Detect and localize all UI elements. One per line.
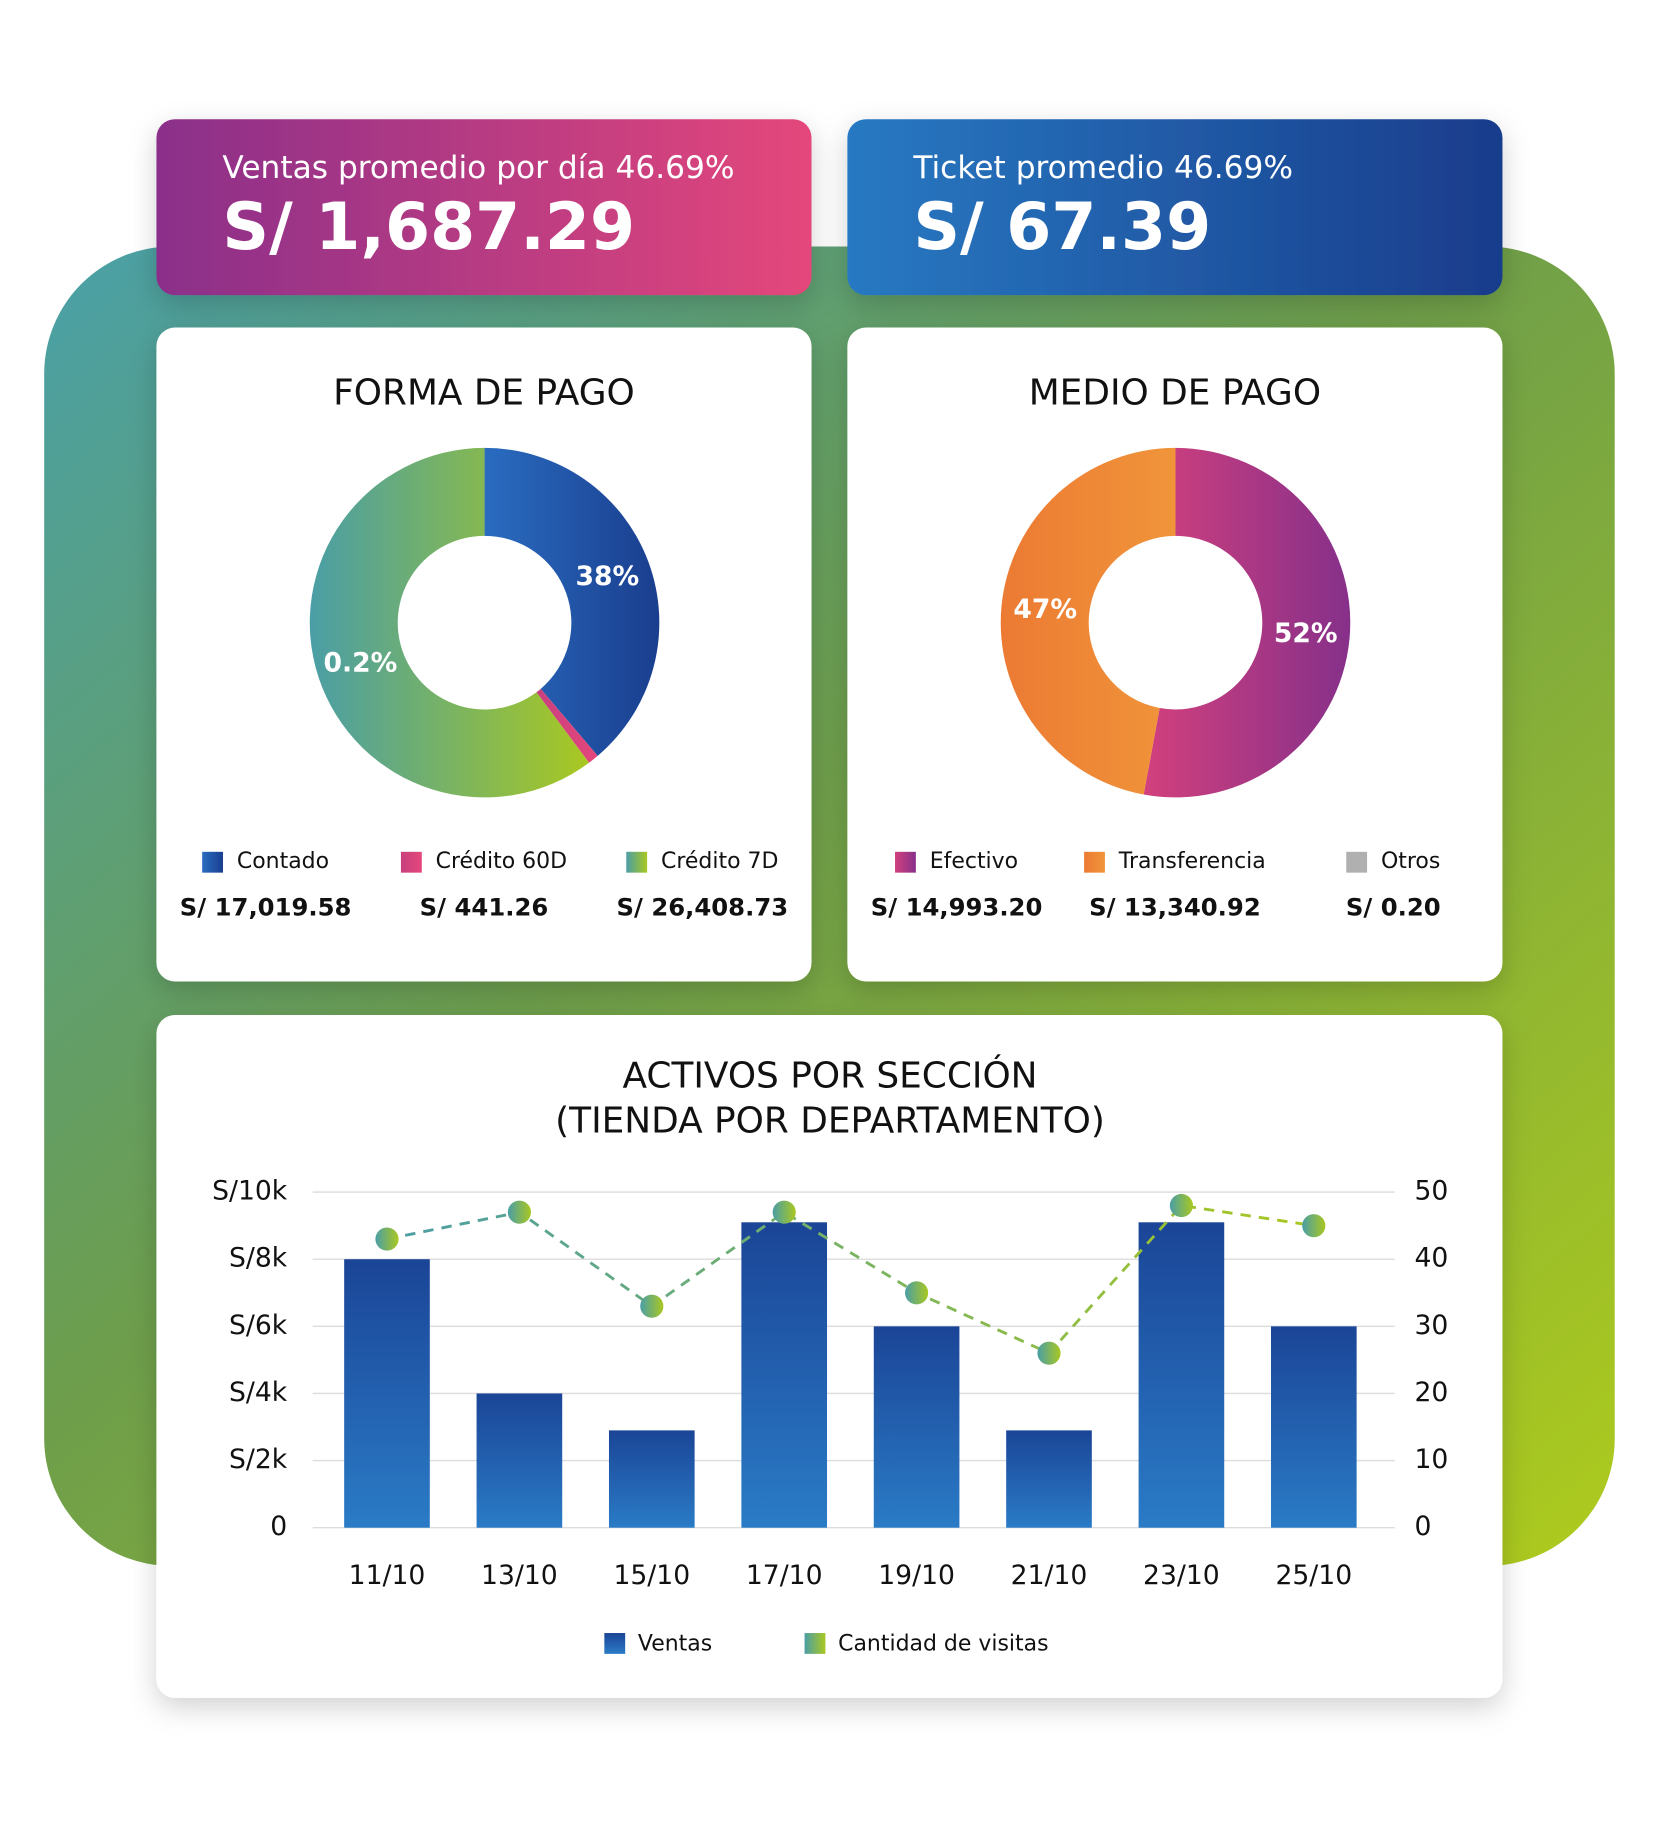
card xyxy=(156,327,812,982)
x-tick-label: 25/10 xyxy=(1275,1560,1352,1591)
chart-title: (TIENDA POR DEPARTAMENTO) xyxy=(555,1101,1105,1142)
legend-value: S/ 26,408.73 xyxy=(617,893,789,922)
kpi-value: S/ 67.39 xyxy=(913,190,1211,265)
line-marker xyxy=(507,1200,531,1224)
slice-label: 38% xyxy=(575,561,639,592)
kpi-value: S/ 1,687.29 xyxy=(222,190,635,265)
x-tick-label: 15/10 xyxy=(613,1560,690,1591)
legend-label: Crédito 60D xyxy=(436,849,567,874)
donut-slice xyxy=(484,447,660,756)
bar xyxy=(1006,1430,1092,1528)
y2-tick-label: 40 xyxy=(1414,1243,1448,1274)
donut-slice xyxy=(1000,447,1176,795)
legend-label: Cantidad de visitas xyxy=(838,1632,1048,1657)
legend-swatch xyxy=(202,851,224,873)
bar xyxy=(741,1222,828,1528)
legend-value: S/ 14,993.20 xyxy=(871,893,1043,922)
legend-swatch xyxy=(804,1633,826,1654)
slice-label: 47% xyxy=(1013,594,1077,625)
bar xyxy=(1138,1222,1225,1528)
x-tick-label: 13/10 xyxy=(481,1560,558,1591)
y2-tick-label: 0 xyxy=(1414,1511,1431,1542)
line-marker xyxy=(905,1281,929,1305)
line-marker xyxy=(375,1227,399,1251)
legend-value: S/ 13,340.92 xyxy=(1089,893,1261,922)
chart-title: MEDIO DE PAGO xyxy=(1029,373,1321,414)
bar xyxy=(1270,1326,1357,1528)
bar xyxy=(344,1259,430,1528)
kpi-label: Ticket promedio 46.69% xyxy=(912,150,1293,186)
legend-label: Contado xyxy=(237,849,329,874)
y2-tick-label: 10 xyxy=(1414,1444,1448,1475)
x-tick-label: 17/10 xyxy=(746,1560,823,1591)
y2-tick-label: 30 xyxy=(1414,1310,1448,1341)
legend-swatch xyxy=(895,851,916,873)
y-tick-label: S/2k xyxy=(229,1444,288,1475)
legend-value: S/ 17,019.58 xyxy=(180,893,352,922)
legend-swatch xyxy=(1084,851,1105,873)
chart-title: ACTIVOS POR SECCIÓN xyxy=(623,1055,1038,1097)
donut-slice xyxy=(1143,447,1351,798)
x-tick-label: 19/10 xyxy=(878,1560,955,1591)
legend-swatch xyxy=(400,851,422,873)
y2-tick-label: 20 xyxy=(1414,1377,1448,1408)
donut-slice xyxy=(536,688,598,763)
y-tick-label: S/4k xyxy=(229,1377,288,1408)
legend-value: S/ 0.20 xyxy=(1346,893,1441,922)
y-tick-label: S/6k xyxy=(229,1310,288,1341)
legend-label: Otros xyxy=(1381,849,1440,874)
card xyxy=(847,119,1503,296)
bar xyxy=(476,1393,563,1528)
legend-swatch xyxy=(1346,851,1368,873)
line-marker xyxy=(1169,1193,1193,1218)
line-marker xyxy=(1302,1214,1326,1238)
chart-title: FORMA DE PAGO xyxy=(333,373,635,414)
slice-label: 52% xyxy=(1274,618,1338,649)
x-tick-label: 11/10 xyxy=(349,1560,426,1591)
legend-swatch xyxy=(604,1633,626,1654)
legend-label: Ventas xyxy=(638,1632,712,1657)
legend-label: Efectivo xyxy=(930,849,1018,874)
legend-label: Crédito 7D xyxy=(661,849,778,874)
legend-label: Transferencia xyxy=(1118,849,1266,874)
card xyxy=(156,119,812,296)
kpi-label: Ventas promedio por día 46.69% xyxy=(222,150,734,186)
y-tick-label: 0 xyxy=(270,1511,287,1542)
x-tick-label: 21/10 xyxy=(1011,1560,1088,1591)
legend-value: S/ 441.26 xyxy=(420,893,549,922)
line-marker xyxy=(640,1294,664,1318)
y-tick-label: S/8k xyxy=(229,1243,288,1274)
y-tick-label: S/10k xyxy=(212,1176,288,1207)
line-marker xyxy=(772,1200,796,1224)
slice-label: 0.2% xyxy=(324,647,398,678)
line-marker xyxy=(1037,1341,1061,1365)
bar xyxy=(873,1326,960,1528)
card xyxy=(847,327,1503,982)
legend-swatch xyxy=(626,851,648,873)
bar xyxy=(608,1430,695,1528)
donut-slice xyxy=(309,447,590,798)
y2-tick-label: 50 xyxy=(1414,1176,1448,1207)
line xyxy=(386,1203,1315,1355)
x-tick-label: 23/10 xyxy=(1143,1560,1220,1591)
